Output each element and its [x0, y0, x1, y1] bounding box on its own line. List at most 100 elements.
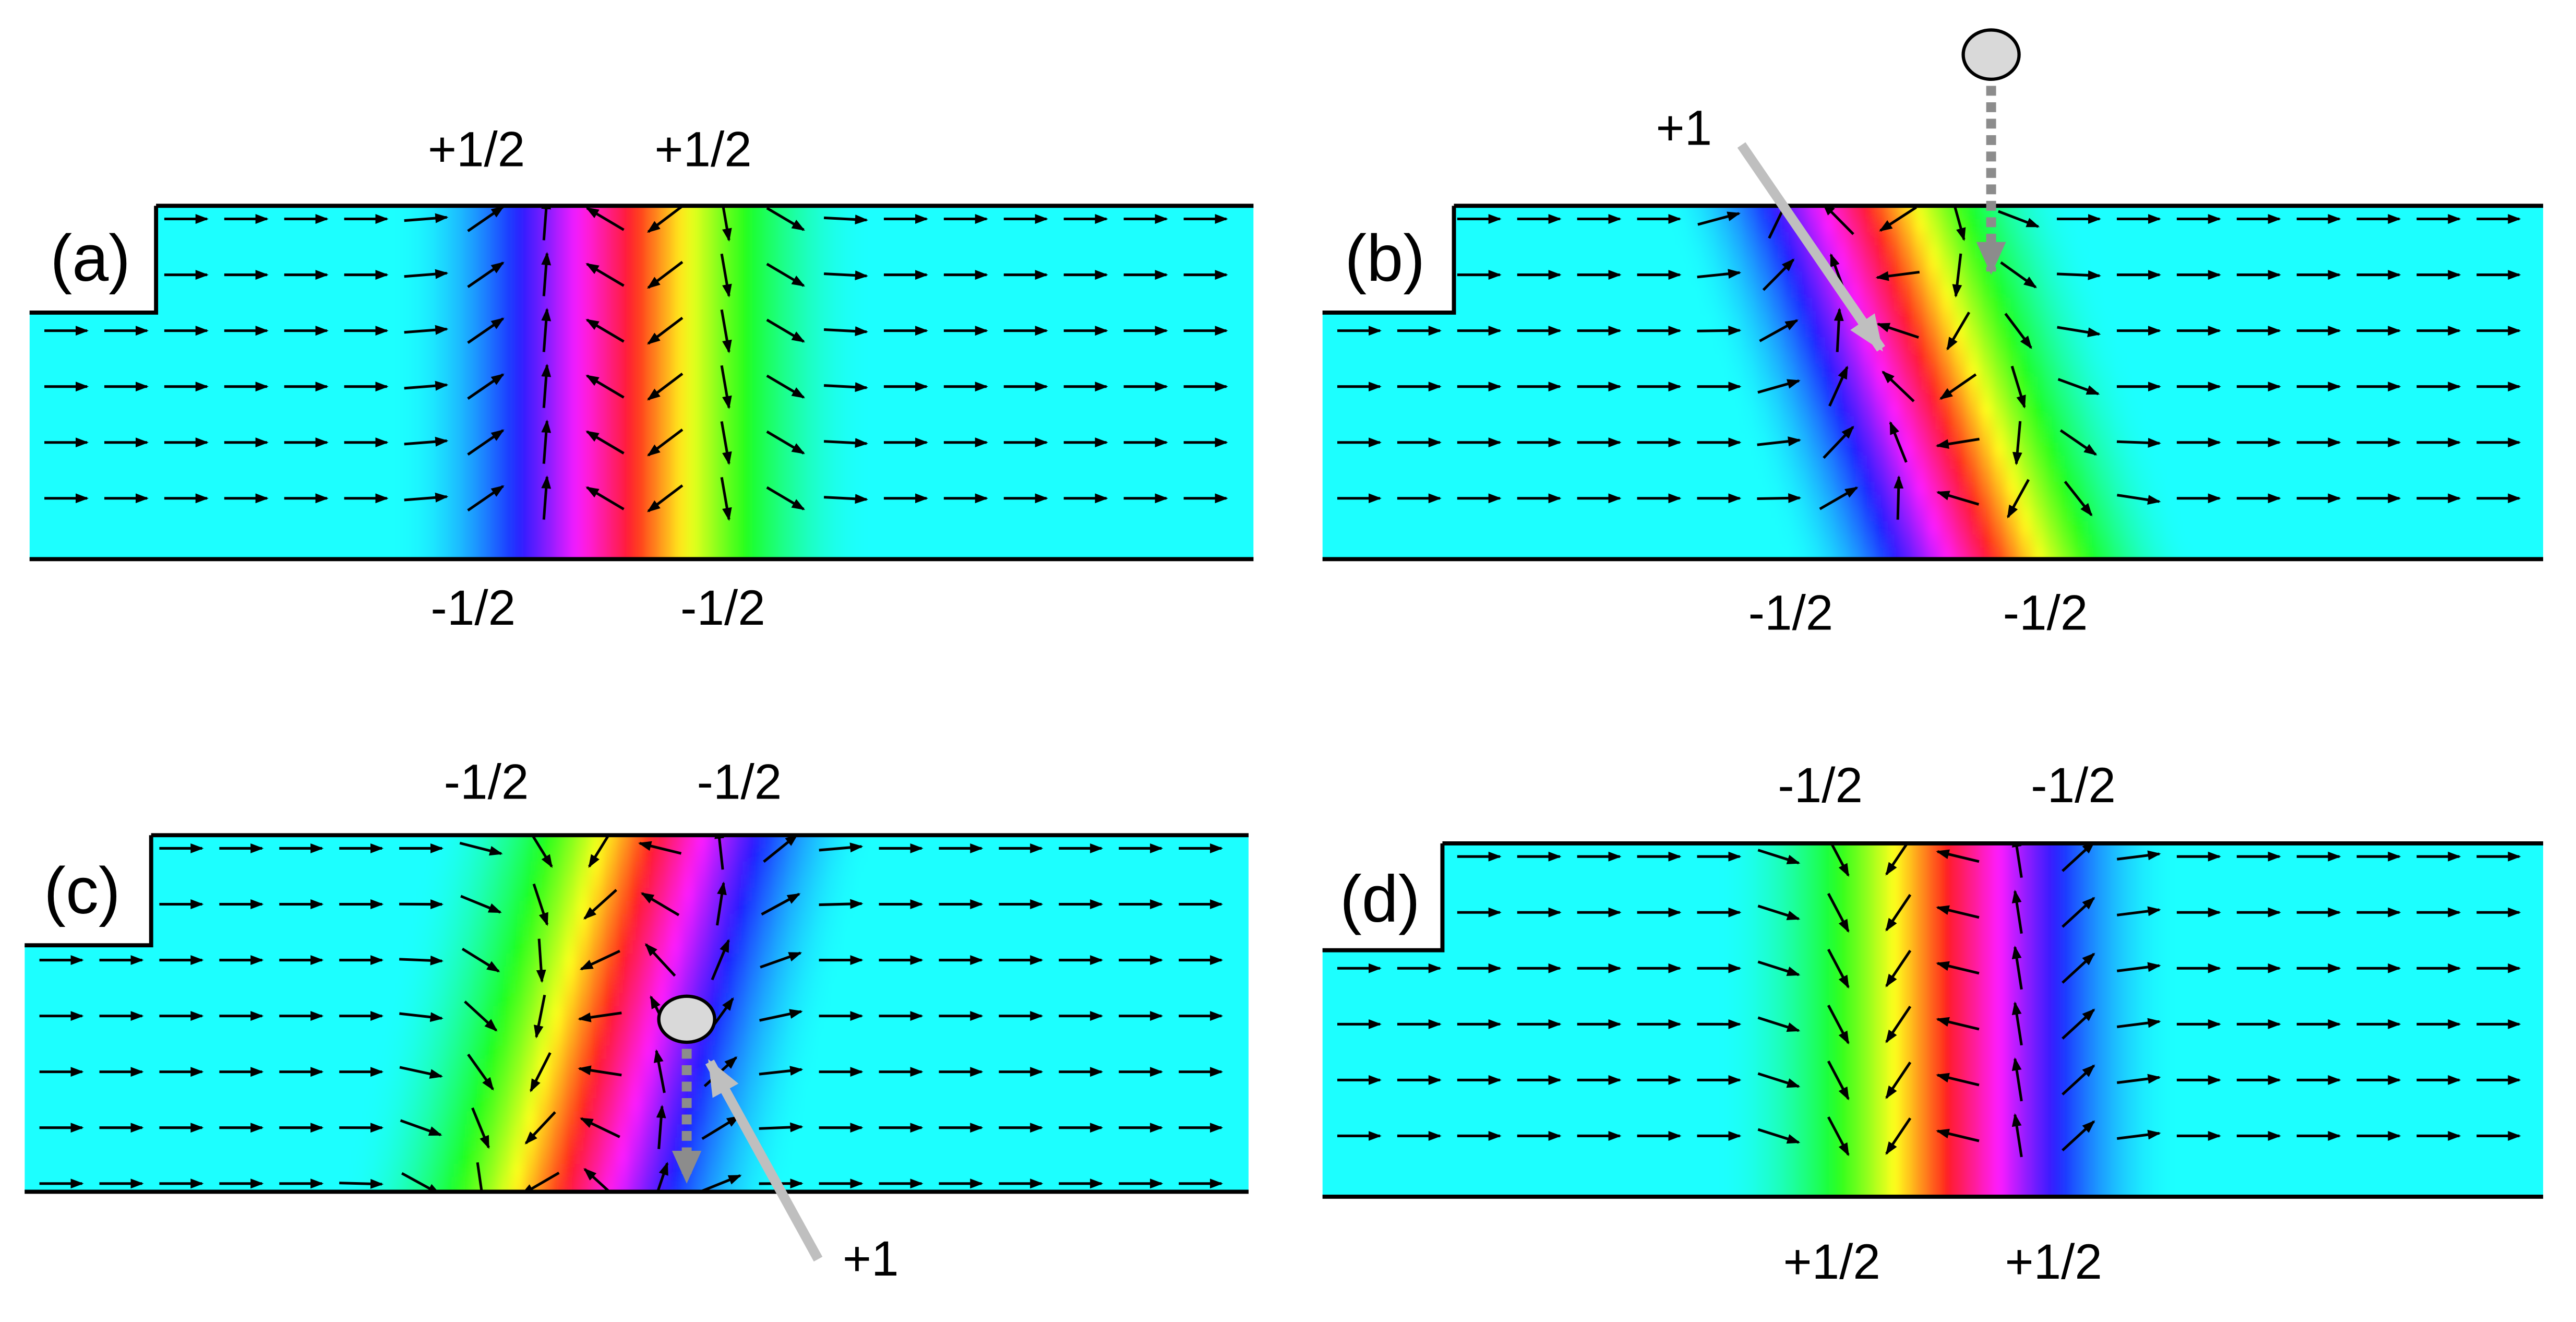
color-cell [1055, 245, 1070, 260]
color-cell [1808, 389, 1824, 405]
color-cell [108, 389, 124, 405]
notch-edge [29, 206, 159, 315]
color-cell [1414, 337, 1430, 352]
color-cell [95, 389, 110, 405]
color-cell [450, 534, 465, 550]
color-cell [634, 232, 649, 247]
color-cell [1252, 534, 1254, 550]
color-cell [1887, 521, 1903, 537]
color-cell [883, 482, 899, 497]
color-cell [1120, 508, 1135, 523]
color-cell [1546, 561, 1561, 575]
color-cell [1611, 547, 1627, 559]
color-cell [1704, 416, 1719, 431]
color-cell [1252, 297, 1254, 313]
color-cell [2111, 311, 2126, 326]
color-cell [161, 245, 176, 260]
color-cell [2190, 508, 2205, 523]
color-cell [69, 469, 84, 484]
color-cell [29, 547, 45, 559]
color-cell [936, 389, 952, 405]
color-cell [1173, 232, 1188, 247]
color-cell [82, 403, 97, 418]
color-cell [857, 376, 872, 392]
color-cell [318, 297, 334, 313]
color-cell [568, 311, 583, 326]
color-cell [1015, 534, 1031, 550]
color-cell [135, 521, 150, 537]
color-cell [1081, 521, 1096, 537]
color-cell [450, 561, 465, 575]
color-cell [607, 350, 623, 365]
color-cell [1980, 521, 1995, 537]
color-cell [726, 416, 741, 431]
color-cell [450, 324, 465, 339]
color-cell [29, 534, 45, 550]
color-cell [1664, 284, 1679, 300]
color-cell [949, 284, 965, 300]
color-cell [1322, 521, 1337, 537]
color-cell [568, 482, 583, 497]
color-cell [2098, 547, 2113, 559]
color-cell [2176, 350, 2192, 365]
color-cell [870, 219, 886, 234]
color-cell [831, 232, 846, 247]
color-cell [2229, 442, 2244, 458]
color-cell [897, 245, 912, 260]
color-cell [1808, 284, 1824, 300]
color-cell [1795, 389, 1811, 405]
color-cell [1624, 232, 1640, 247]
color-cell [1559, 219, 1574, 234]
color-cell [463, 376, 478, 392]
field-panel [29, 204, 1279, 575]
color-cell [2176, 521, 2192, 537]
color-cell [2032, 469, 2047, 484]
color-cell [437, 219, 452, 234]
color-cell [213, 534, 229, 550]
color-cell [135, 482, 150, 497]
color-cell [1677, 337, 1693, 352]
color-cell [1041, 376, 1057, 392]
color-cell [358, 232, 373, 247]
color-cell [1322, 521, 1324, 537]
color-cell [253, 389, 268, 405]
color-cell [1265, 311, 1279, 326]
color-cell [1874, 311, 1889, 326]
color-cell [2045, 469, 2060, 484]
color-cell [778, 258, 794, 273]
color-cell [1467, 245, 1482, 260]
color-cell [1252, 232, 1254, 247]
color-cell [844, 442, 859, 458]
color-cell [1769, 350, 1784, 365]
color-cell [2190, 442, 2205, 458]
color-cell [1028, 297, 1044, 313]
color-cell [292, 389, 307, 405]
color-cell [108, 376, 124, 392]
color-cell [1454, 561, 1469, 575]
color-cell [2111, 521, 2126, 537]
color-cell [1900, 245, 1916, 260]
spin-arrow [467, 485, 505, 512]
color-cell [713, 284, 728, 300]
color-cell [1769, 311, 1784, 326]
color-cell [594, 350, 610, 365]
color-cell [1598, 482, 1613, 497]
color-cell [1199, 232, 1214, 247]
color-cell [1401, 389, 1417, 405]
color-cell [2019, 521, 2034, 537]
color-cell [148, 389, 163, 405]
color-cell [2111, 363, 2126, 378]
color-cell [1401, 297, 1417, 313]
color-cell [923, 337, 938, 352]
color-cell [82, 416, 97, 431]
color-cell [1322, 508, 1324, 523]
color-cell [200, 416, 215, 431]
color-cell [1252, 219, 1254, 234]
color-cell [949, 534, 965, 550]
color-cell [1094, 258, 1109, 273]
color-cell [1454, 297, 1469, 313]
color-cell [213, 376, 229, 392]
color-cell [1094, 455, 1109, 471]
color-cell [844, 482, 859, 497]
color-cell [844, 403, 859, 418]
